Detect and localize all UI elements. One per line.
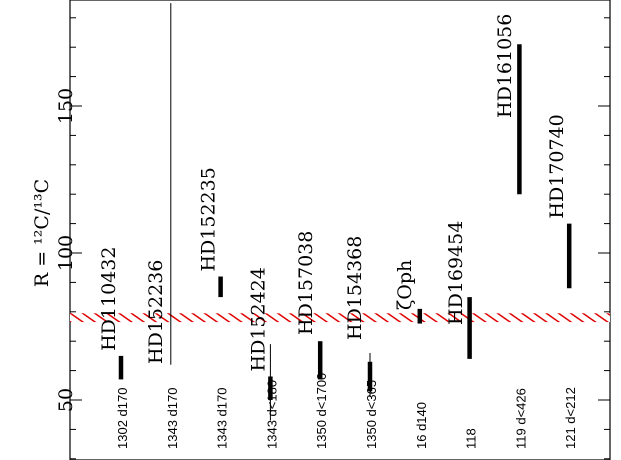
- reference-band-layer: [70, 313, 610, 323]
- star-info-label: 1350 d<365: [364, 380, 379, 449]
- star-name-label: HD152235: [198, 167, 220, 271]
- star-info-label: 16 d140: [414, 402, 429, 449]
- star-info-label: 118: [464, 428, 479, 449]
- y-tick-label: 150: [55, 88, 77, 124]
- star-info-label: 119 d<426: [513, 388, 528, 449]
- star-info-label: 1302 d170: [115, 388, 130, 449]
- plot-frame: [69, 0, 611, 460]
- star-name-label: HD110432: [98, 247, 120, 351]
- star-name-label: HD161056: [494, 14, 516, 118]
- star-name-label: ζOph: [394, 260, 416, 310]
- star-name-label: HD170740: [546, 114, 568, 218]
- star-name-label: HD152236: [145, 260, 167, 364]
- star-info-label: 121 d<212: [563, 387, 578, 449]
- star-name-label: HD154368: [344, 236, 366, 340]
- reference-band: [70, 313, 610, 323]
- y-axis: 50 100 150: [55, 17, 610, 460]
- star-info-label: 1343 d170: [215, 388, 230, 449]
- y-tick-label: 100: [55, 235, 77, 271]
- star-labels: HD110432 1302 d170 HD152236 1343 d170 HD1522…: [98, 14, 578, 449]
- star-name-label: HD152424: [247, 267, 269, 371]
- star-info-label: 1343 d170: [165, 388, 180, 449]
- star-name-label: HD169454: [445, 221, 467, 325]
- data-marks: [118, 3, 572, 421]
- y-tick-label: 50: [55, 388, 77, 412]
- star-info-label: 1350 d<1700: [314, 373, 329, 449]
- y-axis-label: R = ¹²C/¹³C: [31, 179, 53, 287]
- star-info-label: 1343 d<180: [264, 380, 279, 449]
- star-name-label: HD157038: [295, 231, 317, 335]
